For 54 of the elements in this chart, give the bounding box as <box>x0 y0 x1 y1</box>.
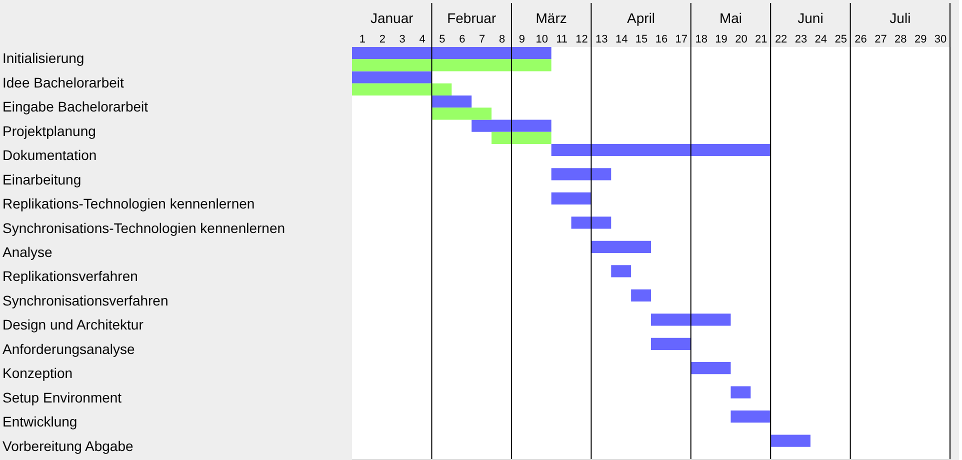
x-tick-label: 7 <box>479 34 486 46</box>
y-tick-label: Anforderungsanalyse <box>2 340 136 357</box>
y-tick-label: Einarbeitung <box>2 171 82 188</box>
x-tick-label: 28 <box>894 34 907 46</box>
x-tick-label: 14 <box>615 34 628 46</box>
band-label: März <box>536 10 567 26</box>
y-tick-label: Setup Environment <box>2 389 122 406</box>
y-tick-label: Analyse <box>2 244 53 260</box>
x-tick-label: 5 <box>439 34 446 46</box>
y-tick-label: Initialisierung <box>2 50 84 66</box>
x-tick-label: 18 <box>695 34 708 46</box>
x-tick-label: 10 <box>536 34 548 46</box>
y-tick-label: Replikations-Technologien kennenlernen <box>2 196 255 212</box>
x-tick-label: 16 <box>655 34 668 46</box>
x-tick-label: 20 <box>735 34 748 46</box>
band-label: Juni <box>798 10 824 26</box>
x-tick-label: 12 <box>576 34 588 46</box>
x-tick-label: 8 <box>498 34 506 46</box>
y-tick-label: Dokumentation <box>2 147 97 164</box>
band-label: Februar <box>447 10 496 26</box>
y-tick-label: Projektplanung <box>2 122 96 139</box>
y-tick-label: Entwicklung <box>2 414 78 430</box>
band-label: Mai <box>719 10 742 26</box>
y-tick-label: Idee Bachelorarbeit <box>2 74 124 90</box>
y-tick-label: Vorbereitung Abgabe <box>2 438 134 454</box>
x-tick-label: 25 <box>834 34 847 46</box>
y-tick-label: Konzeption <box>2 365 73 382</box>
x-tick-label: 24 <box>814 34 828 46</box>
x-tick-label: 9 <box>518 34 525 46</box>
band-label: Juli <box>890 10 911 26</box>
x-tick-label: 27 <box>874 34 887 46</box>
x-tick-label: 17 <box>675 34 688 46</box>
y-tick-label: Design und Architektur <box>2 316 144 333</box>
y-tick-label: Eingabe Bachelorarbeit <box>2 98 148 115</box>
x-tick-label: 11 <box>556 34 568 46</box>
x-tick-label: 1 <box>359 34 366 46</box>
x-tick-label: 30 <box>934 34 947 46</box>
x-tick-label: 13 <box>596 34 608 46</box>
y-tick-label: Replikationsverfahren <box>2 268 138 284</box>
x-tick-label: 4 <box>419 34 426 46</box>
x-tick-label: 29 <box>914 34 927 46</box>
band-label: April <box>627 10 656 26</box>
x-tick-label: 15 <box>635 34 648 46</box>
x-tick-label: 6 <box>459 34 466 46</box>
x-tick-label: 22 <box>774 34 788 46</box>
y-tick-label: Synchronisationsverfahren <box>2 292 168 308</box>
x-tick-label: 2 <box>379 34 386 46</box>
x-tick-label: 3 <box>399 34 406 46</box>
x-tick-label: 23 <box>794 34 808 46</box>
y-tick-label: Synchronisations-Technologien kennenlernen <box>2 220 286 236</box>
band-label: Januar <box>370 10 414 26</box>
x-tick-label: 21 <box>755 34 768 46</box>
x-tick-label: 26 <box>854 34 867 46</box>
x-tick-label: 19 <box>715 34 728 46</box>
